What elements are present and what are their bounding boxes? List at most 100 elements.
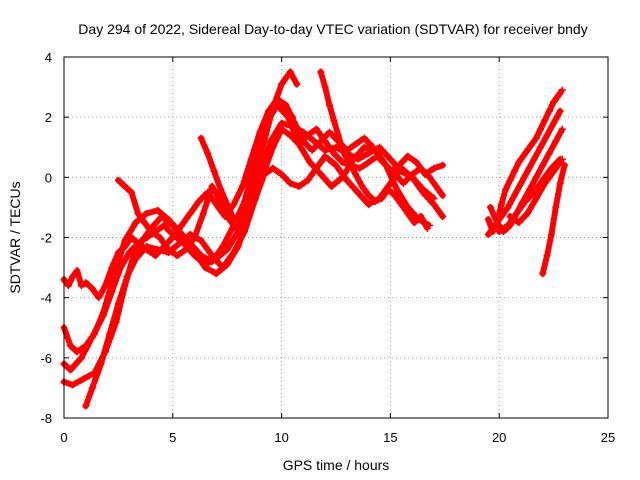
data-point xyxy=(332,161,340,169)
data-point xyxy=(558,155,566,163)
data-point xyxy=(88,384,96,392)
data-point xyxy=(419,188,427,196)
data-point xyxy=(378,194,386,202)
data-point xyxy=(147,227,155,235)
series-line xyxy=(485,108,564,238)
data-point xyxy=(506,212,514,220)
series-track-14 xyxy=(506,155,566,226)
data-point xyxy=(430,164,438,172)
data-point xyxy=(541,179,549,187)
data-point xyxy=(114,176,122,184)
data-point xyxy=(393,185,401,193)
data-point xyxy=(282,104,290,112)
ticks-layer: 0 5 10 15 20 25 -8 -6 -4 -2 0 2 4 xyxy=(40,50,615,445)
x-tick-label: 5 xyxy=(169,430,176,445)
data-point xyxy=(486,203,494,211)
data-point xyxy=(90,330,98,338)
data-point xyxy=(278,119,286,127)
data-point xyxy=(504,203,512,211)
data-point xyxy=(286,68,294,76)
data-point xyxy=(106,330,114,338)
y-tick-label: 2 xyxy=(45,110,52,125)
data-point xyxy=(360,143,368,151)
data-point xyxy=(123,273,131,281)
series-track-10 xyxy=(484,107,564,238)
y-tick-label: -6 xyxy=(40,351,52,366)
data-point xyxy=(528,140,536,148)
data-point xyxy=(369,143,377,151)
data-point xyxy=(82,402,90,410)
data-point xyxy=(484,230,492,238)
data-point xyxy=(537,125,545,133)
data-point xyxy=(293,80,301,88)
data-point xyxy=(417,164,425,172)
data-point xyxy=(249,179,257,187)
data-point xyxy=(397,200,405,208)
data-point xyxy=(208,182,216,190)
series-track-8 xyxy=(317,68,431,232)
data-point xyxy=(64,282,72,290)
data-point xyxy=(558,86,566,94)
data-point xyxy=(539,161,547,169)
data-point xyxy=(497,212,505,220)
data-point xyxy=(69,381,77,389)
data-point xyxy=(197,237,205,245)
data-point xyxy=(343,176,351,184)
data-point xyxy=(164,215,172,223)
data-point xyxy=(410,218,418,226)
data-point xyxy=(223,246,231,254)
data-point xyxy=(391,170,399,178)
data-point xyxy=(269,143,277,151)
data-point xyxy=(310,137,318,145)
x-tick-label: 25 xyxy=(601,430,615,445)
data-point xyxy=(269,104,277,112)
data-point xyxy=(291,119,299,127)
data-point xyxy=(230,249,238,257)
data-point xyxy=(373,152,381,160)
data-point xyxy=(247,155,255,163)
data-point xyxy=(317,170,325,178)
x-tick-label: 0 xyxy=(60,430,67,445)
data-point xyxy=(532,173,540,181)
data-point xyxy=(513,209,521,217)
data-point xyxy=(73,267,81,275)
chart-title: Day 294 of 2022, Sidereal Day-to-day VTE… xyxy=(78,21,587,37)
data-layer xyxy=(60,68,568,410)
data-point xyxy=(537,143,545,151)
data-point xyxy=(547,230,555,238)
data-point xyxy=(201,264,209,272)
data-point xyxy=(212,200,220,208)
data-point xyxy=(404,152,412,160)
data-point xyxy=(197,252,205,260)
data-point xyxy=(510,191,518,199)
data-point xyxy=(97,360,105,368)
data-point xyxy=(515,218,523,226)
data-point xyxy=(295,140,303,148)
data-point xyxy=(160,221,168,229)
data-point xyxy=(523,167,531,175)
data-point xyxy=(434,185,442,193)
data-point xyxy=(230,215,238,223)
data-point xyxy=(304,176,312,184)
data-point xyxy=(352,140,360,148)
data-point xyxy=(354,188,362,196)
data-point xyxy=(426,173,434,181)
data-point xyxy=(330,116,338,124)
data-point xyxy=(114,300,122,308)
y-tick-label: -8 xyxy=(40,411,52,426)
data-point xyxy=(356,164,364,172)
data-point xyxy=(484,215,492,223)
data-point xyxy=(262,119,270,127)
data-point xyxy=(495,227,503,235)
data-point xyxy=(325,128,333,136)
data-point xyxy=(312,164,320,172)
data-point xyxy=(395,161,403,169)
data-point xyxy=(127,188,135,196)
data-point xyxy=(288,113,296,121)
data-point xyxy=(125,249,133,257)
data-point xyxy=(243,209,251,217)
data-point xyxy=(132,218,140,226)
series-line xyxy=(496,156,564,235)
data-point xyxy=(386,155,394,163)
